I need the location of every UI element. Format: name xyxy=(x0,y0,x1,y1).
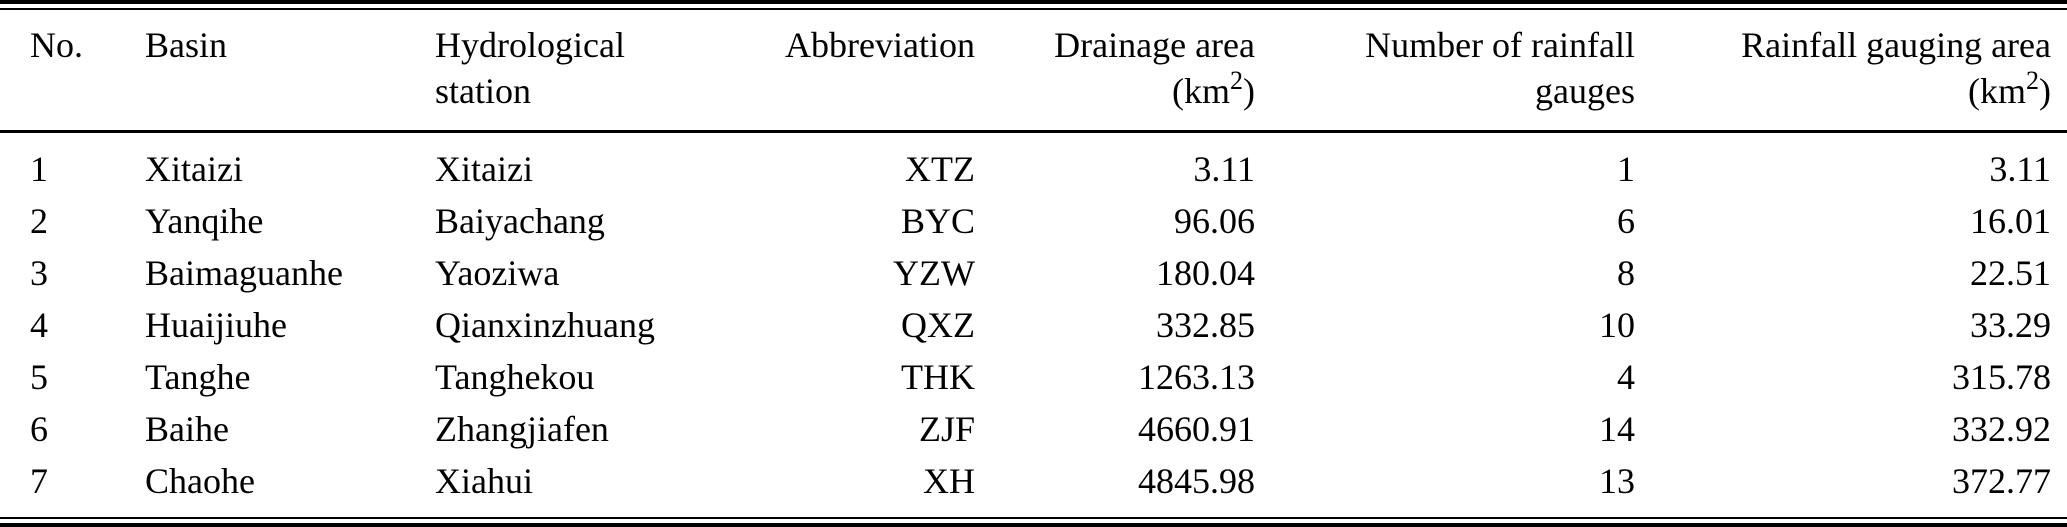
header-label-line1: Hydrological xyxy=(435,25,625,65)
cell-rainfall-gauging-area: 315.78 xyxy=(1952,357,2051,397)
header-label-line1: Drainage area xyxy=(1054,25,1255,65)
cell-no: 5 xyxy=(30,357,48,397)
cell-no: 3 xyxy=(30,253,48,293)
col-header-rainfall-gauging-area: Rainfall gauging area (km2) xyxy=(1635,10,2067,133)
data-table: No. Basin Hydrological station Abbreviat… xyxy=(0,10,2067,513)
table-row: 3 Baimaguanhe Yaoziwa YZW 180.04 8 22.51 xyxy=(0,247,2067,299)
header-label-line1: Number of rainfall xyxy=(1365,25,1635,65)
cell-hydrological-station: Xiahui xyxy=(435,461,533,501)
cell-no: 4 xyxy=(30,305,48,345)
cell-rainfall-gauges: 8 xyxy=(1617,253,1635,293)
col-header-hydrological-station: Hydrological station xyxy=(435,10,745,133)
cell-rainfall-gauges: 6 xyxy=(1617,201,1635,241)
cell-rainfall-gauges: 14 xyxy=(1599,409,1635,449)
cell-basin: Yanqihe xyxy=(145,201,264,241)
cell-drainage-area: 3.11 xyxy=(1193,149,1255,189)
cell-rainfall-gauging-area: 332.92 xyxy=(1952,409,2051,449)
cell-drainage-area: 4845.98 xyxy=(1138,461,1255,501)
cell-abbreviation: BYC xyxy=(900,201,975,241)
table-body: 1 Xitaizi Xitaizi XTZ 3.11 1 3.11 2 Yanq… xyxy=(0,132,2067,514)
col-header-rainfall-gauges: Number of rainfall gauges xyxy=(1255,10,1635,133)
table-row: 7 Chaohe Xiahui XH 4845.98 13 372.77 xyxy=(0,455,2067,513)
cell-drainage-area: 180.04 xyxy=(1156,253,1255,293)
table-row: 4 Huaijiuhe Qianxinzhuang QXZ 332.85 10 … xyxy=(0,299,2067,351)
top-thin-rule xyxy=(0,8,2067,10)
header-row: No. Basin Hydrological station Abbreviat… xyxy=(0,10,2067,133)
table-row: 6 Baihe Zhangjiafen ZJF 4660.91 14 332.9… xyxy=(0,403,2067,455)
cell-hydrological-station: Yaoziwa xyxy=(435,253,560,293)
cell-basin: Tanghe xyxy=(145,357,251,397)
cell-rainfall-gauging-area: 33.29 xyxy=(1970,305,2051,345)
unit-open: (km xyxy=(1968,71,2026,111)
unit-open: (km xyxy=(1172,71,1230,111)
cell-abbreviation: XH xyxy=(923,461,975,501)
cell-rainfall-gauging-area: 3.11 xyxy=(1989,149,2051,189)
header-label-line1: Rainfall gauging area xyxy=(1741,25,2051,65)
cell-basin: Huaijiuhe xyxy=(145,305,287,345)
cell-abbreviation: QXZ xyxy=(901,305,975,345)
cell-no: 1 xyxy=(30,149,48,189)
header-label: No. xyxy=(30,25,83,65)
col-header-abbreviation: Abbreviation xyxy=(745,10,975,133)
cell-rainfall-gauges: 13 xyxy=(1599,461,1635,501)
cell-hydrological-station: Zhangjiafen xyxy=(435,409,609,449)
cell-rainfall-gauging-area: 22.51 xyxy=(1970,253,2051,293)
top-thick-rule xyxy=(0,0,2067,4)
table-row: 5 Tanghe Tanghekou THK 1263.13 4 315.78 xyxy=(0,351,2067,403)
cell-drainage-area: 96.06 xyxy=(1174,201,1255,241)
table-row: 1 Xitaizi Xitaizi XTZ 3.11 1 3.11 xyxy=(0,132,2067,196)
cell-rainfall-gauges: 10 xyxy=(1599,305,1635,345)
unit-superscript: 2 xyxy=(2026,66,2039,95)
bottom-thin-rule xyxy=(0,517,2067,519)
unit-superscript: 2 xyxy=(1230,66,1243,95)
cell-basin: Baihe xyxy=(145,409,229,449)
header-label-line2: gauges xyxy=(1535,71,1635,111)
header-label-line2: station xyxy=(435,71,531,111)
header-unit: (km2) xyxy=(1635,68,2051,114)
cell-rainfall-gauging-area: 372.77 xyxy=(1952,461,2051,501)
cell-abbreviation: THK xyxy=(901,357,975,397)
cell-no: 7 xyxy=(30,461,48,501)
cell-no: 2 xyxy=(30,201,48,241)
cell-drainage-area: 1263.13 xyxy=(1138,357,1255,397)
cell-basin: Baimaguanhe xyxy=(145,253,343,293)
cell-hydrological-station: Qianxinzhuang xyxy=(435,305,655,345)
cell-basin: Xitaizi xyxy=(145,149,243,189)
cell-hydrological-station: Tanghekou xyxy=(435,357,595,397)
table-header: No. Basin Hydrological station Abbreviat… xyxy=(0,10,2067,133)
table-row: 2 Yanqihe Baiyachang BYC 96.06 6 16.01 xyxy=(0,195,2067,247)
cell-no: 6 xyxy=(30,409,48,449)
cell-drainage-area: 332.85 xyxy=(1156,305,1255,345)
cell-rainfall-gauges: 1 xyxy=(1617,149,1635,189)
cell-hydrological-station: Xitaizi xyxy=(435,149,533,189)
cell-basin: Chaohe xyxy=(145,461,255,501)
cell-abbreviation: ZJF xyxy=(918,409,975,449)
header-label: Basin xyxy=(145,25,228,65)
cell-abbreviation: YZW xyxy=(893,253,975,293)
cell-drainage-area: 4660.91 xyxy=(1138,409,1255,449)
cell-rainfall-gauging-area: 16.01 xyxy=(1970,201,2051,241)
col-header-no: No. xyxy=(0,10,145,133)
col-header-drainage-area: Drainage area (km2) xyxy=(975,10,1255,133)
unit-close: ) xyxy=(2039,71,2051,111)
header-unit: (km2) xyxy=(975,68,1255,114)
header-label: Abbreviation xyxy=(785,25,975,65)
unit-close: ) xyxy=(1243,71,1255,111)
cell-abbreviation: XTZ xyxy=(905,149,975,189)
col-header-basin: Basin xyxy=(145,10,435,133)
cell-rainfall-gauges: 4 xyxy=(1617,357,1635,397)
cell-hydrological-station: Baiyachang xyxy=(435,201,605,241)
